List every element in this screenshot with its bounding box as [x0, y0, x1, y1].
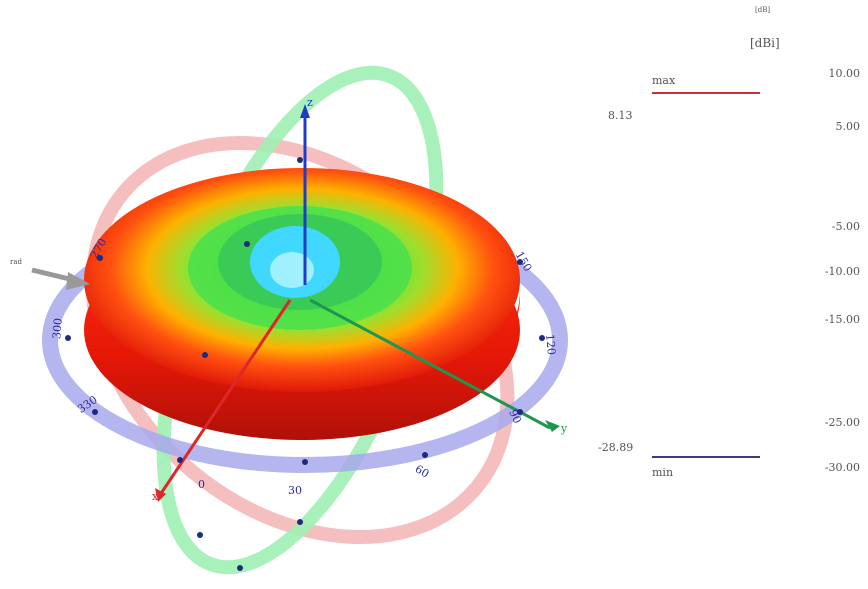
- z-axis-label: z: [307, 96, 313, 109]
- scale-tick: 10.00: [828, 67, 861, 80]
- max-line: [652, 92, 760, 94]
- min-value: -28.89: [598, 441, 634, 454]
- x-axis: [158, 299, 292, 496]
- scale-tick: -30.00: [824, 461, 860, 474]
- scale-tick: 5.00: [835, 120, 861, 133]
- ring-label-300: 300: [50, 317, 65, 340]
- blue-ring-markers: [65, 157, 545, 571]
- unit-label: [dBi]: [750, 36, 780, 50]
- min-label: min: [652, 466, 674, 479]
- ring-label-120: 120: [543, 333, 558, 356]
- unit-small: [dB]: [755, 6, 771, 14]
- ring-label-0: 0: [198, 478, 205, 491]
- ring-label-30: 30: [288, 484, 302, 497]
- probe-arrow-head: [66, 272, 90, 290]
- y-axis-arrow: [545, 420, 560, 432]
- scale-tick: -5.00: [831, 220, 860, 233]
- max-value: 8.13: [608, 109, 633, 122]
- y-axis: [309, 298, 551, 430]
- scale-tick: -25.00: [824, 416, 860, 429]
- max-label: max: [652, 74, 676, 87]
- min-line: [652, 456, 760, 458]
- x-axis-label: x: [152, 490, 159, 503]
- z-axis-arrow: [300, 104, 310, 118]
- x-axis-arrow: [155, 488, 166, 502]
- y-axis-label: y: [561, 422, 568, 435]
- scale-tick: -10.00: [824, 265, 860, 278]
- probe-label: rad: [10, 258, 23, 266]
- scale-tick: -15.00: [824, 313, 860, 326]
- pattern-center-core: [270, 252, 314, 288]
